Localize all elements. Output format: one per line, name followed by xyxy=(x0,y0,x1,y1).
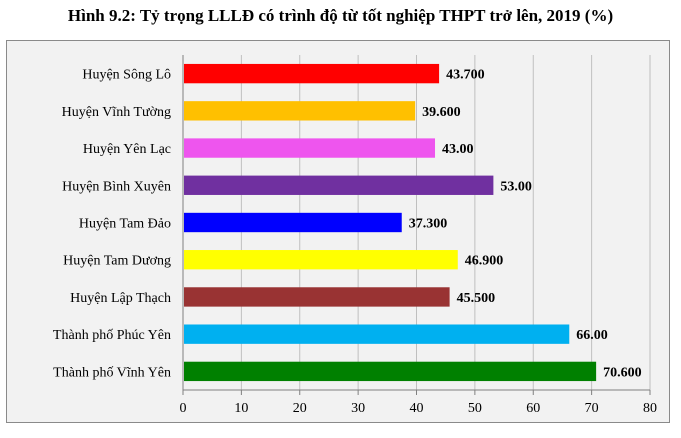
x-tick-label: 60 xyxy=(526,401,540,416)
x-tick-label: 30 xyxy=(351,401,365,416)
x-tick-label: 0 xyxy=(180,401,187,416)
category-label: Huyện Tam Dương xyxy=(63,254,171,269)
value-label: 46.900 xyxy=(465,254,504,269)
x-tick-label: 10 xyxy=(234,401,248,416)
x-tick-label: 20 xyxy=(293,401,307,416)
bar xyxy=(184,212,402,233)
bar xyxy=(184,250,458,270)
bar xyxy=(184,138,436,158)
value-label: 45.500 xyxy=(457,291,496,306)
bar xyxy=(184,324,570,344)
category-label: Huyện Sông Lô xyxy=(82,68,171,83)
value-label: 66.00 xyxy=(576,328,608,343)
category-label: Thành phố Vĩnh Yên xyxy=(53,365,171,380)
chart-title: Hình 9.2: Tỷ trọng LLLĐ có trình độ từ t… xyxy=(67,6,614,25)
category-label: Thành phố Phúc Yên xyxy=(53,328,171,343)
x-tick-label: 50 xyxy=(468,401,482,416)
category-label: Huyện Vĩnh Tường xyxy=(62,105,171,120)
value-label: 39.600 xyxy=(422,105,461,120)
category-label: Huyện Tam Đảo xyxy=(79,217,171,232)
bar xyxy=(184,287,450,307)
value-label: 70.600 xyxy=(603,365,642,380)
x-tick-label: 40 xyxy=(410,401,424,416)
value-label: 43.700 xyxy=(446,68,485,83)
category-label: Huyện Bình Xuyên xyxy=(62,179,171,194)
x-tick-label: 70 xyxy=(585,401,599,416)
x-tick-label: 80 xyxy=(643,401,657,416)
bar xyxy=(184,63,440,84)
value-label: 37.300 xyxy=(409,217,448,232)
bar xyxy=(184,175,494,195)
value-label: 53.00 xyxy=(500,179,532,194)
bar xyxy=(184,101,416,121)
category-label: Huyện Yên Lạc xyxy=(83,142,171,157)
category-label: Huyện Lập Thạch xyxy=(70,291,171,306)
bar xyxy=(184,361,597,382)
value-label: 43.00 xyxy=(442,142,474,157)
